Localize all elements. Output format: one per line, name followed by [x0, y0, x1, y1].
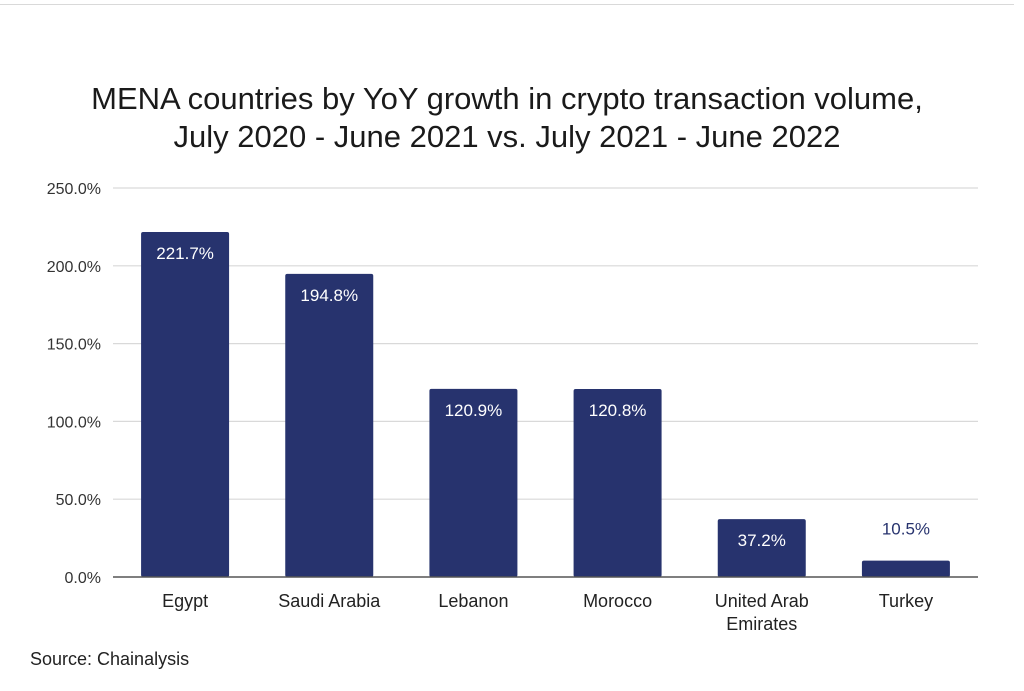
source-note: Source: Chainalysis — [30, 649, 190, 669]
chart-title-line-2: July 2020 - June 2021 vs. July 2021 - Ju… — [173, 119, 841, 154]
bar — [429, 388, 518, 577]
data-label: 120.8% — [589, 401, 647, 420]
x-tick-label: Saudi Arabia — [278, 591, 381, 611]
y-tick-label: 200.0% — [47, 259, 101, 276]
y-tick-label: 250.0% — [47, 181, 101, 198]
data-label: 221.7% — [156, 244, 214, 263]
data-label: 194.8% — [300, 286, 358, 305]
x-tick-label: Turkey — [879, 591, 933, 611]
x-tick-label: Morocco — [583, 591, 652, 611]
x-tick-label: Egypt — [162, 591, 208, 611]
data-label: 10.5% — [882, 520, 930, 539]
data-label: 37.2% — [738, 531, 786, 550]
x-tick-label: United Arab — [715, 591, 809, 611]
top-divider — [0, 4, 1014, 5]
y-tick-label: 100.0% — [47, 414, 101, 431]
data-label: 120.9% — [445, 401, 503, 420]
y-tick-label: 150.0% — [47, 337, 101, 354]
x-tick-label: Lebanon — [438, 591, 508, 611]
chart-title: MENA countries by YoY growth in crypto t… — [0, 80, 1014, 156]
bar — [717, 519, 806, 577]
y-tick-label: 0.0% — [65, 570, 101, 587]
bar — [573, 389, 662, 577]
bar — [285, 273, 374, 577]
x-tick-label: Emirates — [726, 614, 797, 634]
chart-title-line-1: MENA countries by YoY growth in crypto t… — [91, 81, 923, 116]
y-tick-label: 50.0% — [56, 492, 101, 509]
bar — [861, 560, 950, 577]
bar — [141, 232, 230, 578]
